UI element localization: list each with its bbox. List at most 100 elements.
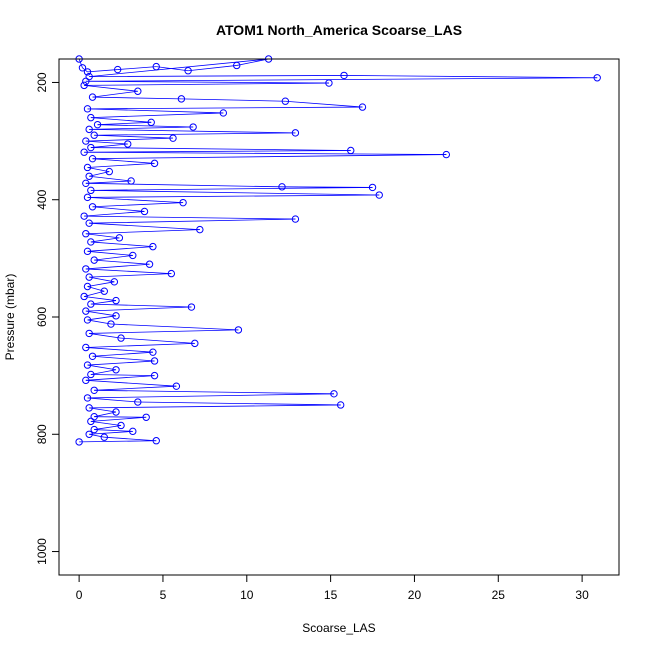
- data-point: [87, 186, 95, 195]
- data-point: [112, 366, 120, 374]
- series-segment: [90, 187, 373, 191]
- data-point: [129, 427, 137, 436]
- x-tick-label: 0: [76, 588, 83, 602]
- series-segment: [89, 329, 239, 334]
- series-segment: [89, 218, 296, 224]
- data-point: [85, 430, 93, 438]
- series-segment: [94, 429, 133, 432]
- series-segment: [285, 100, 363, 108]
- series-segment: [84, 82, 329, 86]
- data-point: [593, 74, 601, 82]
- series-segment: [90, 147, 351, 151]
- series-segment: [87, 194, 380, 198]
- data-point: [88, 352, 97, 360]
- data-point: [152, 437, 160, 445]
- series-segment: [89, 126, 194, 130]
- data-point: [75, 438, 83, 446]
- data-point: [167, 269, 176, 278]
- series-segment: [85, 182, 283, 188]
- series-segment: [121, 337, 195, 344]
- data-point: [150, 159, 159, 168]
- data-point: [83, 361, 92, 369]
- series-segment: [87, 319, 112, 325]
- series-segment: [87, 281, 115, 287]
- data-point: [140, 207, 149, 216]
- data-point: [150, 371, 159, 380]
- series-segment: [90, 369, 117, 375]
- series-segment: [85, 263, 150, 270]
- series-segment: [89, 433, 105, 438]
- series-segment: [84, 296, 117, 301]
- series-segment: [94, 134, 174, 139]
- series-segment: [92, 90, 138, 98]
- series-segment: [87, 162, 155, 168]
- y-tick-label: 800: [35, 424, 49, 444]
- series-segment: [181, 98, 286, 102]
- data-point: [80, 212, 88, 220]
- data-point: [112, 408, 120, 416]
- series-segment: [92, 202, 184, 208]
- series-segment: [85, 140, 128, 145]
- series-segment: [85, 229, 200, 235]
- data-point: [129, 251, 137, 260]
- series-segment: [236, 58, 269, 66]
- series-segment: [85, 375, 155, 381]
- data-point: [191, 339, 199, 348]
- data-point: [330, 390, 338, 398]
- series-segment: [87, 250, 133, 256]
- series-segment: [90, 241, 153, 248]
- series-segment: [87, 196, 184, 204]
- chart-title: ATOM1 North_America Scoarse_LAS: [216, 22, 462, 38]
- series-segment: [110, 323, 239, 331]
- data-point: [149, 242, 157, 251]
- series-segment: [90, 416, 147, 422]
- series-segment: [94, 255, 133, 261]
- data-point: [147, 118, 155, 127]
- data-point: [82, 137, 90, 145]
- x-tick-label: 5: [160, 588, 167, 602]
- data-point: [87, 143, 95, 152]
- series-segment: [85, 233, 120, 239]
- data-point: [177, 95, 186, 103]
- data-point: [82, 77, 90, 85]
- series-segment: [85, 180, 132, 184]
- data-point: [142, 413, 150, 421]
- data-point: [291, 129, 300, 137]
- series-layer: [75, 55, 601, 446]
- x-tick-label: 20: [408, 588, 422, 602]
- series-segment: [92, 154, 447, 160]
- series-segment: [87, 364, 117, 371]
- data-point: [83, 394, 92, 402]
- data-point: [100, 287, 108, 295]
- y-axis: 200 400 600 800 1000: [35, 72, 59, 565]
- data-point: [87, 417, 95, 426]
- series-segment: [92, 351, 153, 357]
- data-point: [78, 64, 87, 72]
- series-segment: [92, 158, 155, 164]
- data-point: [127, 177, 135, 185]
- series-segment: [92, 355, 155, 362]
- series-segment: [94, 389, 334, 395]
- x-tick-label: 15: [324, 588, 338, 602]
- series-segment: [92, 96, 182, 100]
- y-axis-label: Pressure (mbar): [3, 274, 17, 361]
- data-point: [80, 292, 88, 301]
- series-segment: [89, 333, 122, 339]
- data-point: [325, 79, 333, 87]
- data-point: [82, 265, 90, 273]
- data-point: [83, 163, 92, 172]
- data-point: [233, 61, 241, 70]
- data-point: [189, 123, 197, 131]
- series-segment: [85, 268, 172, 275]
- data-point: [83, 105, 92, 113]
- data-point: [80, 81, 88, 90]
- data-point: [85, 329, 93, 338]
- series-segment: [89, 430, 133, 435]
- data-point: [82, 179, 90, 188]
- series-segment: [89, 276, 115, 283]
- series-segment: [97, 121, 152, 126]
- plot-area: [58, 55, 620, 576]
- series-segment: [87, 315, 117, 321]
